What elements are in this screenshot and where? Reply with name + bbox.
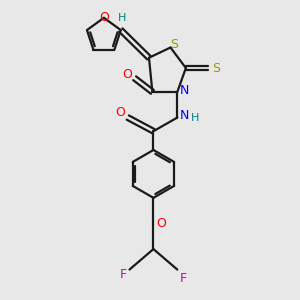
Text: O: O	[99, 11, 109, 24]
Text: F: F	[180, 272, 187, 285]
Text: H: H	[118, 13, 127, 23]
Text: N: N	[180, 84, 190, 97]
Text: F: F	[120, 268, 127, 281]
Text: S: S	[213, 61, 220, 74]
Text: O: O	[122, 68, 132, 81]
Text: O: O	[115, 106, 125, 119]
Text: H: H	[191, 112, 199, 122]
Text: S: S	[170, 38, 178, 51]
Text: N: N	[180, 109, 190, 122]
Text: O: O	[156, 217, 166, 230]
